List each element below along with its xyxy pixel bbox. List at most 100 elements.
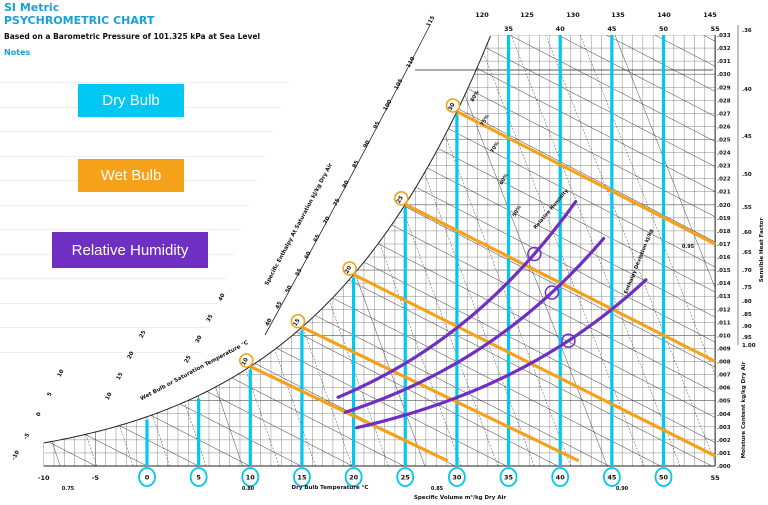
rh-tick-label: 70% [490, 141, 501, 154]
top-x-tick-label: 40 [556, 25, 566, 33]
saturation-curve [43, 35, 491, 444]
relative-humidity-marker [527, 246, 542, 262]
top-x-tick-label: 45 [607, 25, 617, 33]
y-tick-label: .033 [717, 33, 731, 39]
x-tick-label: -10 [38, 474, 50, 482]
dry-bulb-marker [447, 467, 466, 487]
notes-label: Notes [4, 48, 31, 57]
y-axis-label: Moisture Content kg/kg Dry Air [741, 361, 747, 458]
wet-bulb-tick-label: 25 [184, 355, 193, 365]
dry-bulb-tick-label: 15 [297, 474, 307, 482]
enthalpy-tick-label: 75 [333, 198, 342, 208]
wet-bulb-tick-label: 10 [105, 392, 114, 402]
shf-tick-label: .95 [742, 335, 752, 341]
y-tick-label: .030 [717, 72, 731, 78]
legend-dry-bulb: Dry Bulb [78, 84, 184, 117]
enthalpy-tick-label: 55 [295, 268, 304, 278]
shf-curve-label: 0.95 [682, 244, 695, 250]
enthalpy-tick-label: 70 [323, 216, 332, 226]
wet-bulb-line [249, 365, 449, 463]
y-tick-label: .019 [717, 216, 731, 222]
y-tick-label: .001 [717, 451, 731, 457]
y-tick-label: .026 [717, 124, 731, 130]
top-enthalpy-tick-label: 130 [566, 11, 580, 19]
wet-bulb-line [456, 110, 716, 246]
dry-bulb-tick-label: 10 [246, 474, 256, 482]
dry-bulb-tick-label: 30 [452, 474, 462, 482]
wet-bulb-marker [393, 191, 409, 206]
specific-volume-line [95, 35, 243, 467]
dry-bulb-marker [344, 467, 363, 487]
dry-bulb-tick-label: 0 [145, 474, 150, 482]
enthalpy-tick-label: 115 [426, 15, 437, 28]
top-x-tick-label: 50 [659, 25, 669, 33]
wet-bulb-tick-label: 40 [218, 293, 227, 303]
y-tick-label: .005 [717, 399, 731, 405]
dry-bulb-tick-label: 45 [607, 474, 617, 482]
enthalpy-tick-label: 100 [383, 99, 394, 112]
y-tick-label: .020 [717, 203, 731, 209]
wet-bulb-line [352, 273, 716, 458]
y-tick-label: .006 [717, 386, 731, 392]
dry-bulb-marker [551, 467, 570, 487]
dry-bulb-tick-label: 35 [504, 474, 514, 482]
volume-tick-label: 0.80 [242, 486, 255, 492]
y-tick-label: .018 [717, 229, 731, 235]
y-tick-label: .011 [717, 320, 731, 326]
enthalpy-line [43, 439, 96, 467]
y-tick-label: .017 [717, 242, 731, 248]
wet-bulb-marker [342, 261, 357, 276]
rh-tick-label: 50% [512, 205, 523, 218]
enthalpy-tick-label: 110 [406, 56, 417, 69]
note-line [0, 82, 290, 83]
wet-bulb-marker-label: 15 [293, 318, 302, 328]
x-axis-label: Dry Bulb Temperature °C [292, 485, 369, 491]
enthalpy-tick-label: 90 [363, 140, 372, 150]
enthalpy-tick-label: 40 [265, 318, 274, 328]
y-tick-label: .013 [717, 294, 731, 300]
enthalpy-scale [264, 24, 431, 336]
rh-tick-label: 80% [470, 90, 481, 103]
y-tick-label: .022 [717, 177, 731, 183]
outer-scales [43, 24, 716, 467]
dry-bulb-marker [189, 467, 208, 487]
wet-bulb-tick-label: 20 [127, 351, 136, 361]
specific-volume-line [43, 89, 170, 467]
y-tick-label: .012 [717, 307, 731, 313]
y-tick-label: .000 [717, 464, 731, 470]
chart-title: PSYCHROMETRIC CHART [4, 14, 155, 27]
y-tick-label: .029 [717, 85, 731, 91]
note-line [0, 155, 266, 157]
dry-bulb-marker [241, 467, 260, 487]
pressure-note: Based on a Barometric Pressure of 101.32… [4, 32, 261, 41]
enthalpy-line [557, 35, 716, 117]
y-tick-label: .014 [717, 281, 731, 287]
wet-bulb-marker [290, 313, 306, 329]
y-tick-label: .002 [717, 438, 731, 444]
enthalpy-tick-label: 85 [352, 160, 361, 170]
enthalpy-tick-label: 65 [313, 234, 322, 244]
enthalpy-tick-label: 95 [373, 121, 382, 131]
note-line [0, 131, 274, 132]
enthalpy-tick-label: 45 [275, 301, 284, 311]
dry-bulb-marker [293, 467, 311, 487]
wet-bulb-tick-label: 30 [195, 335, 204, 345]
relative-humidity-curve [343, 236, 606, 414]
wet-bulb-tick-label: 15 [116, 372, 125, 382]
shf-tick-label: .50 [742, 172, 752, 178]
top-x-tick-label: 35 [504, 25, 514, 33]
y-tick-label: .024 [717, 151, 731, 157]
wet-bulb-tick-label: 5 [47, 391, 54, 397]
y-tick-label: .004 [717, 412, 731, 418]
wet-bulb-marker-label: 30 [448, 102, 457, 112]
rh-tick-label: 60% [499, 173, 510, 186]
dry-bulb-marker [396, 467, 415, 487]
dry-bulb-tick-label: 5 [196, 474, 201, 482]
volume-axis-label: Specific Volume m³/kg Dry Air [414, 494, 507, 501]
wet-bulb-marker [445, 98, 461, 113]
y-tick-label: .010 [717, 333, 731, 339]
relative-humidity-curve [355, 278, 648, 430]
wet-bulb-marker-label: 25 [396, 195, 405, 205]
